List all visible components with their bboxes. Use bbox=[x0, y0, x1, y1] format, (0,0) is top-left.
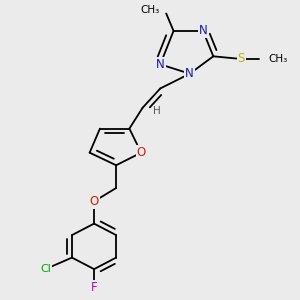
Text: CH₃: CH₃ bbox=[268, 54, 288, 64]
Text: O: O bbox=[89, 195, 99, 208]
Text: Cl: Cl bbox=[40, 264, 51, 274]
Text: S: S bbox=[238, 52, 245, 65]
Text: H: H bbox=[154, 106, 161, 116]
Text: N: N bbox=[156, 58, 165, 71]
Text: N: N bbox=[199, 24, 207, 38]
Text: CH₃: CH₃ bbox=[140, 5, 160, 15]
Text: N: N bbox=[185, 67, 194, 80]
Text: F: F bbox=[91, 281, 98, 294]
Text: O: O bbox=[136, 146, 146, 159]
